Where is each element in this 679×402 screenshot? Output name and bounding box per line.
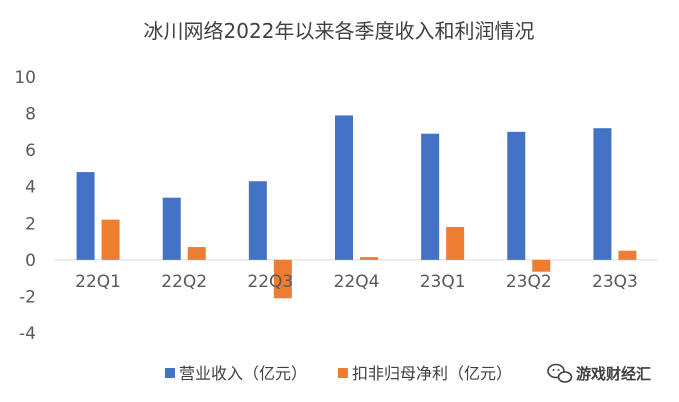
bar-revenue-22Q4 — [335, 115, 353, 260]
y-tick-label: 6 — [25, 141, 36, 161]
bar-revenue-22Q3 — [248, 181, 267, 260]
bar-net-profit-22Q2 — [187, 247, 206, 260]
bar-net-profit-23Q1 — [446, 226, 465, 260]
y-tick-label: 2 — [25, 214, 36, 234]
bar-net-profit-23Q3 — [618, 250, 637, 260]
y-tick-label: 4 — [25, 178, 36, 198]
x-tick-label: 22Q1 — [75, 272, 121, 292]
bar-revenue-23Q3 — [593, 128, 612, 260]
x-tick-label: 22Q2 — [161, 272, 207, 292]
legend-label: 扣非归母净利（亿元） — [352, 364, 512, 383]
legend-swatch — [338, 368, 348, 378]
bar-net-profit-23Q2 — [532, 259, 551, 272]
watermark-text: 游戏财经汇 — [576, 365, 651, 383]
plot-area: -4 -2 0 2 4 6 8 10 22Q1 22Q2 22Q3 22Q4 23Q1 23Q2 23Q3 — [14, 68, 658, 344]
x-tick-label: 23Q2 — [506, 272, 552, 292]
bar-revenue-23Q1 — [421, 133, 440, 260]
y-tick-label: 0 — [25, 251, 36, 271]
bar-net-profit-22Q4 — [360, 257, 378, 260]
x-tick-label: 22Q3 — [247, 272, 293, 292]
x-tick-label: 22Q4 — [334, 272, 380, 292]
y-tick-label: -2 — [19, 287, 36, 307]
bar-revenue-23Q2 — [507, 131, 526, 260]
wechat-icon — [547, 363, 573, 383]
bar-revenue-22Q2 — [162, 197, 181, 260]
legend-swatch — [165, 368, 175, 378]
x-tick-label: 23Q1 — [420, 272, 466, 292]
bar-revenue-22Q1 — [76, 172, 95, 260]
watermark: 游戏财经汇 — [547, 363, 651, 383]
y-tick-label: -4 — [19, 324, 36, 344]
y-tick-label: 8 — [25, 105, 36, 125]
bar-net-profit-22Q1 — [101, 219, 120, 260]
x-tick-label: 23Q3 — [592, 272, 638, 292]
y-tick-label: 10 — [14, 68, 36, 88]
legend: 营业收入（亿元） 扣非归母净利（亿元） — [165, 364, 512, 383]
bar-net-profit-22Q3 — [273, 259, 292, 299]
chart-title: 冰川网络2022年以来各季度收入和利润情况 — [144, 19, 535, 43]
legend-label: 营业收入（亿元） — [179, 364, 307, 383]
